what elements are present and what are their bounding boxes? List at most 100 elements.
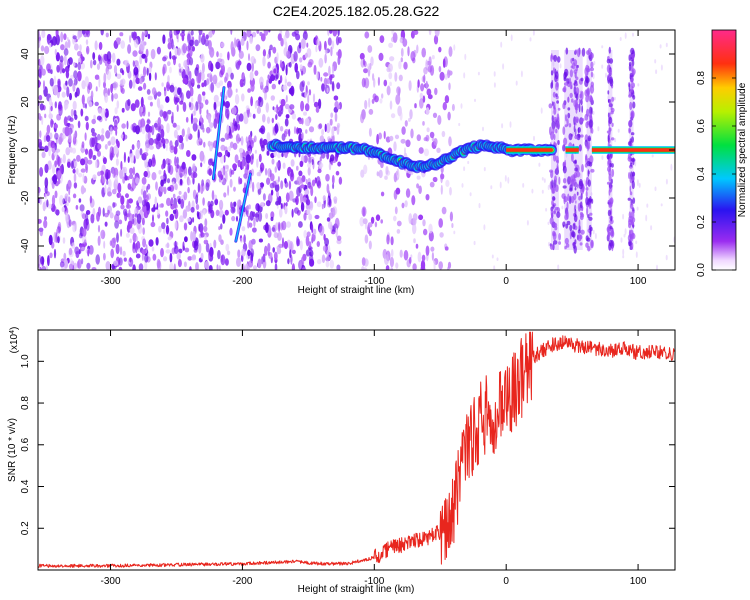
colorbar-tick-label: 0.6 xyxy=(696,119,707,133)
noise-speckle xyxy=(256,158,259,168)
noise-speckle xyxy=(438,218,444,228)
noise-speckle xyxy=(325,173,330,182)
noise-speckle xyxy=(281,152,284,158)
noise-speckle xyxy=(411,195,416,206)
burst-speckle xyxy=(579,242,583,246)
snr-y-tick-label: 1.0 xyxy=(20,354,31,368)
noise-speckle xyxy=(137,86,143,91)
noise-speckle xyxy=(423,148,429,157)
burst-speckle xyxy=(630,162,633,167)
noise-speckle xyxy=(189,266,192,270)
noise-speckle xyxy=(613,96,616,101)
noise-speckle xyxy=(180,92,184,103)
burst-speckle xyxy=(551,179,554,189)
noise-speckle xyxy=(197,93,202,105)
burst-speckle xyxy=(608,198,613,207)
noise-speckle xyxy=(327,30,330,37)
noise-speckle xyxy=(214,113,220,124)
noise-speckle xyxy=(364,234,369,244)
noise-speckle xyxy=(308,213,313,221)
noise-speckle xyxy=(299,57,303,63)
burst-speckle xyxy=(572,223,576,230)
burst-speckle xyxy=(577,126,581,133)
noise-speckle xyxy=(179,215,184,223)
chart-title: C2E4.2025.182.05.28.G22 xyxy=(273,3,440,19)
noise-speckle xyxy=(119,79,124,86)
noise-speckle xyxy=(324,49,328,55)
burst-speckle xyxy=(571,178,575,187)
noise-speckle xyxy=(247,220,250,229)
spectrogram-x-tick-label: -300 xyxy=(101,276,121,287)
noise-speckle xyxy=(300,177,304,185)
noise-speckle xyxy=(655,69,658,74)
noise-speckle xyxy=(431,252,434,261)
noise-speckle xyxy=(126,120,129,130)
noise-speckle xyxy=(246,62,252,72)
noise-speckle xyxy=(155,125,160,131)
burst-speckle xyxy=(563,76,567,82)
noise-speckle xyxy=(122,134,128,140)
noise-speckle xyxy=(97,171,101,177)
noise-speckle xyxy=(623,233,626,238)
burst-speckle xyxy=(562,126,566,135)
burst-speckle xyxy=(585,180,588,187)
noise-speckle xyxy=(209,122,214,128)
noise-speckle xyxy=(147,95,153,101)
noise-speckle xyxy=(49,252,53,259)
noise-speckle xyxy=(85,103,87,109)
noise-speckle xyxy=(186,90,191,99)
noise-speckle xyxy=(308,126,315,133)
noise-speckle xyxy=(313,228,317,235)
noise-speckle xyxy=(256,106,261,114)
noise-speckle xyxy=(253,135,257,143)
noise-speckle xyxy=(63,33,67,41)
noise-speckle xyxy=(208,31,213,38)
noise-speckle xyxy=(415,243,419,249)
noise-speckle xyxy=(360,169,365,178)
burst-speckle xyxy=(555,121,560,129)
noise-speckle xyxy=(632,32,634,37)
noise-speckle xyxy=(204,234,207,241)
noise-speckle xyxy=(191,154,197,161)
noise-speckle xyxy=(78,232,83,239)
burst-speckle xyxy=(580,99,583,106)
burst-speckle xyxy=(551,200,554,206)
noise-speckle xyxy=(269,44,273,51)
burst-speckle xyxy=(579,201,583,209)
noise-speckle xyxy=(416,175,421,180)
noise-speckle xyxy=(280,98,286,107)
noise-speckle xyxy=(142,238,147,248)
noise-speckle xyxy=(316,176,321,187)
burst-speckle xyxy=(589,114,593,119)
noise-speckle xyxy=(139,148,143,156)
burst-speckle xyxy=(556,159,559,164)
burst-speckle xyxy=(584,67,588,76)
noise-speckle xyxy=(541,177,544,181)
noise-speckle xyxy=(115,37,121,43)
noise-speckle xyxy=(140,188,144,195)
burst-speckle xyxy=(584,79,589,87)
noise-speckle xyxy=(274,166,277,173)
burst-speckle xyxy=(606,130,610,134)
snr-y-tick-label: 0.2 xyxy=(20,521,31,535)
noise-speckle xyxy=(110,126,113,135)
noise-speckle xyxy=(104,184,107,194)
burst-speckle xyxy=(629,191,633,196)
noise-speckle xyxy=(409,109,413,120)
burst-speckle xyxy=(585,187,589,191)
burst-speckle xyxy=(588,224,592,231)
noise-speckle xyxy=(38,141,43,151)
noise-speckle xyxy=(119,68,124,74)
noise-speckle xyxy=(176,104,179,112)
noise-speckle xyxy=(156,208,160,216)
noise-speckle xyxy=(159,125,162,134)
burst-speckle xyxy=(578,98,581,104)
burst-speckle xyxy=(567,107,571,111)
noise-speckle xyxy=(47,203,53,209)
noise-speckle xyxy=(130,103,136,112)
noise-speckle xyxy=(78,172,83,178)
noise-speckle xyxy=(399,249,403,258)
noise-speckle xyxy=(54,206,57,215)
burst-speckle xyxy=(629,203,634,209)
snr-x-tick-label: -300 xyxy=(101,576,121,587)
